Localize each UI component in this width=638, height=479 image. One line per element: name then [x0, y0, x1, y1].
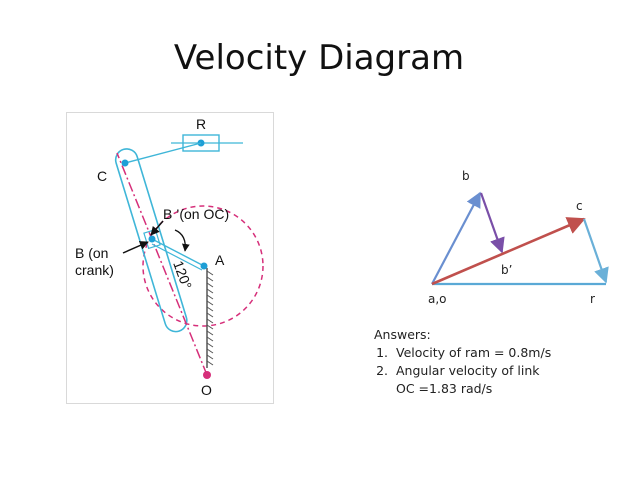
mechanism-svg: R C B ’(on OC) B (on crank) A 120° O — [75, 116, 264, 398]
label-b: b — [462, 169, 470, 183]
answer-2-text-line2: OC =1.83 rad/s — [396, 381, 493, 396]
label-R: R — [196, 116, 206, 132]
mechanism-figure: R C B ’(on OC) B (on crank) A 120° O — [66, 112, 274, 404]
label-B-crank-2: crank) — [75, 262, 114, 278]
label-r: r — [590, 292, 595, 306]
answer-1-text: Velocity of ram = 0.8m/s — [396, 345, 552, 360]
answers-block: Answers: Velocity of ram = 0.8m/s Angula… — [374, 326, 614, 398]
answer-item-1: Velocity of ram = 0.8m/s — [392, 344, 614, 362]
joint-A — [200, 262, 208, 270]
answers-list: Velocity of ram = 0.8m/s Angular velocit… — [374, 344, 614, 398]
vector-cr — [582, 218, 609, 284]
label-a-o: a,o — [428, 292, 447, 306]
connecting-rod — [124, 142, 202, 164]
label-b-prime: b’ — [501, 263, 512, 277]
arrow-b-prime — [150, 220, 164, 236]
label-c: c — [576, 199, 583, 213]
crank-circle — [142, 205, 264, 327]
label-B-prime: B ’(on OC) — [163, 206, 229, 222]
answer-2-text-line1: Angular velocity of link — [396, 363, 540, 378]
link-centerline — [116, 152, 208, 376]
arrow-b-crank — [122, 241, 149, 254]
joint-B — [148, 235, 156, 243]
pivot-O — [203, 371, 211, 379]
crank-ab-edge — [151, 243, 203, 271]
answer-item-2: Angular velocity of link OC =1.83 rad/s — [392, 362, 614, 398]
label-B-crank-1: B (on — [75, 245, 108, 261]
ram-slider — [182, 134, 220, 152]
joint-C — [121, 159, 129, 167]
label-A: A — [215, 252, 225, 268]
vector-bb-prime — [479, 192, 505, 254]
ground-hatch — [206, 270, 214, 366]
vector-oc — [431, 217, 586, 286]
label-O: O — [201, 382, 212, 398]
answers-heading: Answers: — [374, 327, 431, 342]
slide-title: Velocity Diagram — [173, 38, 465, 78]
label-C: C — [97, 168, 107, 184]
slider-block-B — [143, 228, 161, 250]
angle-arc — [174, 229, 190, 252]
vector-ob — [431, 191, 481, 285]
crank-ab — [151, 238, 205, 267]
